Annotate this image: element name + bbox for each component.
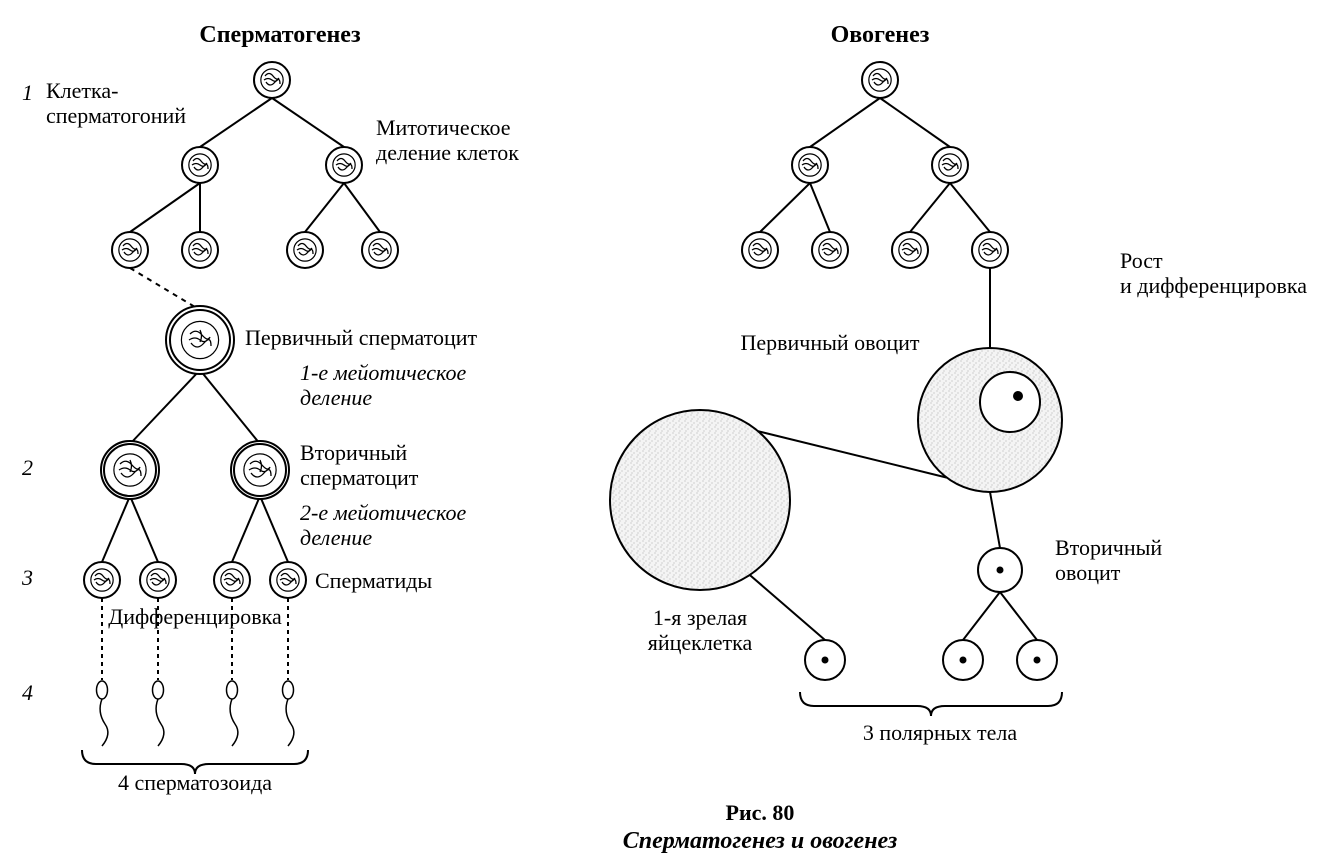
stage-number-3: 3 — [22, 565, 33, 590]
stage-number-1: 1 — [22, 80, 33, 105]
caption-fig-number: Рис. 80 — [726, 800, 795, 825]
label-polar-bodies: 3 полярных тела — [863, 720, 1017, 745]
label-primary-spermatocyte: Первичный сперматоцит — [245, 325, 477, 350]
label-differentiation: Дифференцировка — [108, 604, 282, 629]
label-mitotic-division: Митотическое деление клеток — [376, 115, 519, 166]
diagram-svg — [0, 0, 1343, 864]
label-spermatids: Сперматиды — [315, 568, 432, 593]
label-growth-diff: Рост и дифференцировка — [1120, 248, 1307, 299]
label-meiosis-2: 2-е мейотическое деление — [300, 500, 466, 551]
stage-number-2: 2 — [22, 455, 33, 480]
label-result-sperm: 4 сперматозоида — [118, 770, 272, 795]
label-secondary-oocyte: Вторичный овоцит — [1055, 535, 1162, 586]
label-mature-egg: 1-я зрелая яйцеклетка — [648, 605, 753, 656]
title-spermatogenesis: Сперматогенез — [199, 22, 360, 50]
label-meiosis-1: 1-е мейотическое деление — [300, 360, 466, 411]
diagram-canvas: 1 2 3 4 Сперматогенез Овогенез Клетка- с… — [0, 0, 1343, 864]
label-primary-oocyte: Первичный овоцит — [740, 330, 919, 355]
title-oogenesis: Овогенез — [831, 22, 930, 50]
stage-number-4: 4 — [22, 680, 33, 705]
label-secondary-spermatocyte: Вторичный сперматоцит — [300, 440, 418, 491]
caption-title: Сперматогенез и овогенез — [623, 828, 897, 856]
label-spermatogonium: Клетка- сперматогоний — [46, 78, 186, 129]
